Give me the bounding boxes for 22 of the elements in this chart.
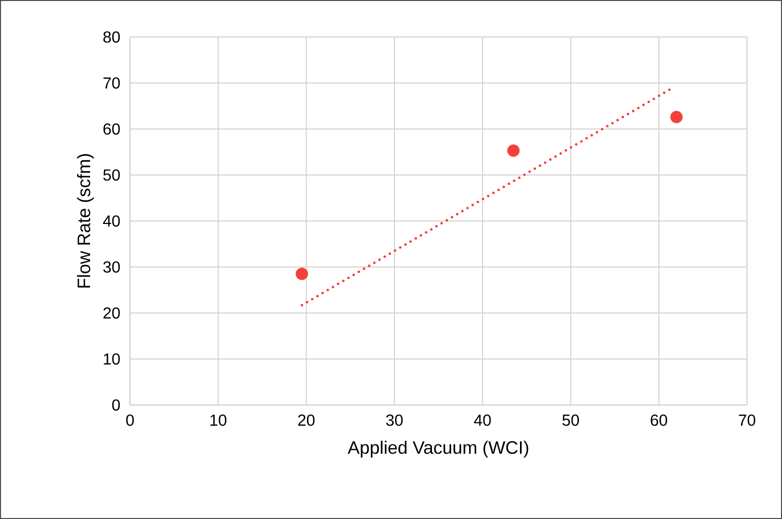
point: [670, 110, 683, 124]
y-tick-label: 40: [103, 215, 120, 227]
x-tick-label: 30: [386, 414, 403, 426]
x-tick-label: 60: [650, 414, 668, 426]
x-tick-label: 40: [474, 414, 491, 426]
y-tick-label: 10: [104, 353, 120, 365]
point: [507, 144, 520, 157]
y-tick-label: 70: [103, 77, 120, 89]
y-axis-title: Flow Rate (scfm): [77, 154, 94, 288]
x-tick-label: 0: [126, 414, 134, 426]
y-tick-label: 60: [103, 123, 120, 135]
x-tick-label: 50: [562, 414, 579, 426]
x-axis-title: Applied Vacuum (WCI): [348, 440, 528, 458]
point: [296, 268, 308, 280]
y-tick-label: 30: [103, 261, 120, 273]
y-tick-label: 80: [103, 31, 120, 43]
y-tick-label: 0: [112, 399, 120, 411]
x-tick-label: 10: [210, 414, 226, 426]
x-tick-label: 70: [738, 414, 756, 426]
x-tick-label: 20: [298, 414, 315, 426]
y-tick-label: 50: [103, 169, 120, 181]
y-tick-label: 20: [103, 307, 120, 319]
